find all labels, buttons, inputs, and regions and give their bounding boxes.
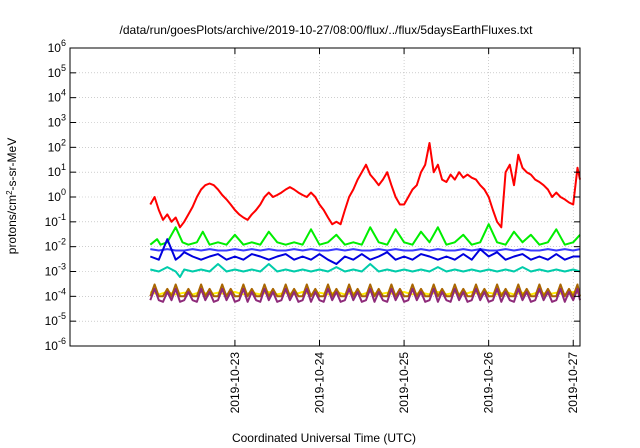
- y-axis-label-rest: -s-sr-MeV: [5, 138, 19, 191]
- x-tick-label: 2019-10-23: [228, 352, 242, 414]
- series-line-8: [149, 287, 581, 303]
- x-axis: 2019-10-23 2019-10-24 2019-10-25 2019-10-26…: [228, 48, 580, 413]
- y-tick-exp: 4: [61, 88, 66, 98]
- y-tick-base: 10: [48, 66, 62, 80]
- series-line-7: [149, 283, 581, 298]
- y-tick-base: 10: [45, 314, 59, 328]
- y-tick-base: 10: [45, 265, 59, 279]
- y-axis: 10-610-510-410-310-210-11001011021031041…: [45, 38, 580, 353]
- y-tick-base: 10: [48, 190, 62, 204]
- y-tick-exp: 5: [61, 63, 66, 73]
- series-line-6: [150, 291, 581, 296]
- y-axis-label: protons/cm2-s-sr-MeV: [5, 138, 20, 254]
- y-tick-exp: 1: [61, 162, 66, 172]
- y-tick-label: 10-4: [45, 286, 66, 303]
- y-tick-label: 103: [48, 113, 66, 130]
- x-tick-label: 2019-10-24: [313, 352, 327, 414]
- y-tick-base: 10: [48, 91, 62, 105]
- series-line-2: [149, 223, 581, 246]
- y-tick-exp: -5: [58, 311, 66, 321]
- y-tick-base: 10: [45, 215, 59, 229]
- y-tick-label: 10-6: [45, 336, 66, 353]
- y-tick-label: 100: [48, 187, 66, 204]
- y-tick-label: 10-2: [45, 237, 66, 254]
- y-tick-label: 106: [48, 38, 66, 55]
- x-axis-label: Coordinated Universal Time (UTC): [232, 431, 416, 445]
- y-tick-exp: -4: [58, 286, 66, 296]
- x-tick-label: 2019-10-25: [397, 352, 411, 414]
- y-tick-exp: -3: [58, 262, 66, 272]
- y-tick-base: 10: [45, 289, 59, 303]
- series-layer: [149, 142, 581, 303]
- y-tick-base: 10: [48, 140, 62, 154]
- y-tick-label: 10-5: [45, 311, 66, 328]
- y-tick-exp: 0: [61, 187, 66, 197]
- x-tick-label: 2019-10-27: [566, 352, 580, 414]
- y-tick-base: 10: [48, 116, 62, 130]
- y-tick-exp: 6: [61, 38, 66, 48]
- chart-title: /data/run/goesPlots/archive/2019-10-27/0…: [120, 23, 534, 37]
- y-axis-label-base: protons/cm: [5, 195, 19, 254]
- y-tick-label: 104: [48, 88, 66, 105]
- y-tick-base: 10: [45, 339, 59, 353]
- y-tick-base: 10: [48, 41, 62, 55]
- y-axis-label-sup: 2: [5, 190, 14, 195]
- y-tick-label: 10-1: [45, 212, 66, 229]
- series-line-1: [149, 142, 581, 229]
- series-line-4: [149, 238, 580, 265]
- series-line-5: [150, 263, 581, 278]
- y-tick-exp: -1: [58, 212, 66, 222]
- y-tick-label: 102: [48, 137, 66, 154]
- y-tick-base: 10: [48, 165, 62, 179]
- series-line-3: [150, 248, 581, 252]
- y-tick-exp: 3: [61, 113, 66, 123]
- y-tick-label: 10-3: [45, 262, 66, 279]
- y-tick-base: 10: [45, 240, 59, 254]
- y-tick-label: 105: [48, 63, 66, 80]
- y-tick-label: 101: [48, 162, 66, 179]
- y-tick-exp: -6: [58, 336, 66, 346]
- x-tick-label: 2019-10-26: [482, 352, 496, 414]
- y-tick-exp: -2: [58, 237, 66, 247]
- y-tick-exp: 2: [61, 137, 66, 147]
